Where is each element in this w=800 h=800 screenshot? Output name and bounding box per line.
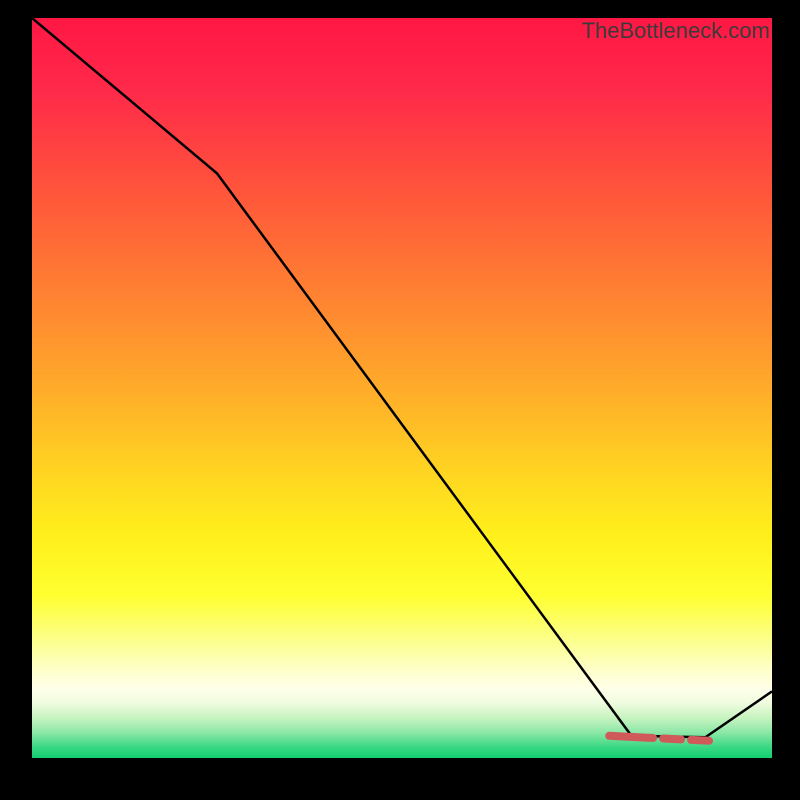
- chart-svg: [32, 18, 772, 758]
- plot-area: TheBottleneck.com: [32, 18, 772, 758]
- chart-container: TheBottleneck.com: [0, 0, 800, 800]
- watermark-text: TheBottleneck.com: [582, 18, 770, 44]
